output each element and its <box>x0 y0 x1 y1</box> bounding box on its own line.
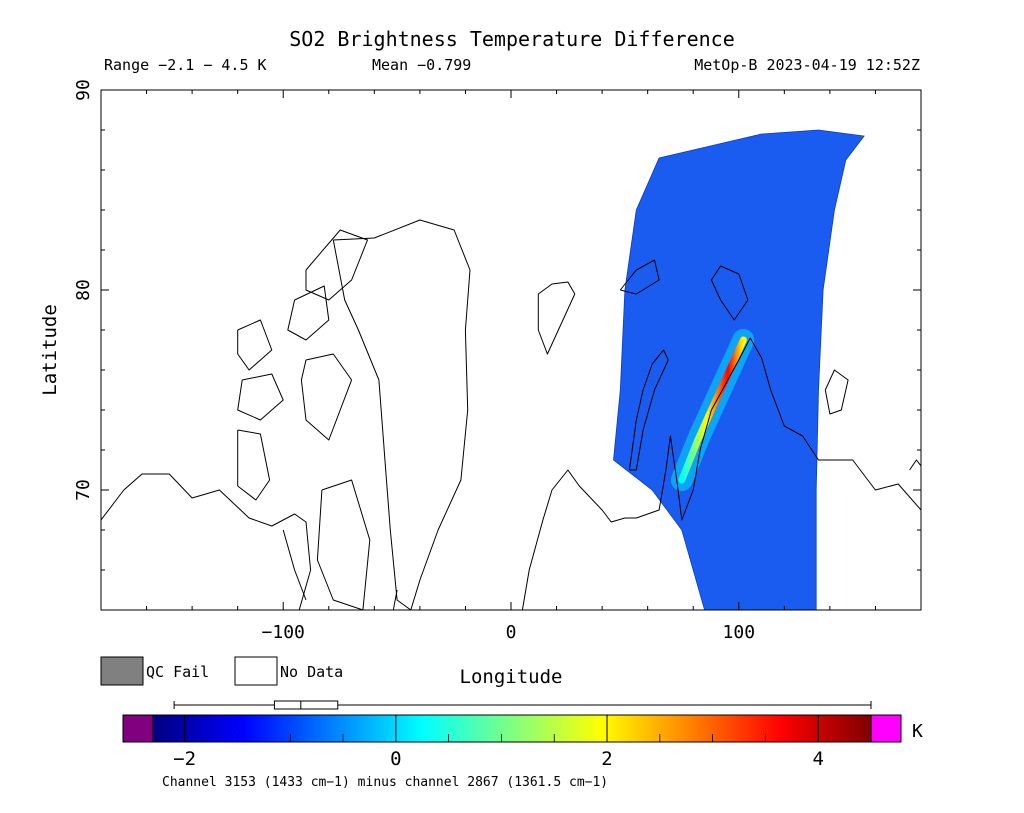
coastline <box>392 589 398 610</box>
satellite-time-label: MetOp-B 2023-04-19 12:52Z <box>694 56 920 74</box>
colorbar-over-swatch <box>870 714 902 743</box>
colorbar-unit: K <box>912 721 923 742</box>
coastline <box>710 265 749 321</box>
boxplot-box <box>273 700 339 710</box>
coastline <box>909 459 921 471</box>
coastline <box>316 479 371 610</box>
y-tick-label: 80 <box>73 279 94 301</box>
mean-label: Mean −0.799 <box>372 56 472 74</box>
chart-title: SO2 Brightness Temperature Difference <box>289 27 735 51</box>
coastline <box>282 529 307 601</box>
coastline <box>332 219 471 610</box>
y-tick-label: 90 <box>73 79 94 101</box>
x-axis-title: Longitude <box>460 666 563 688</box>
colorbar-tick-label: 4 <box>812 748 823 770</box>
no-data-label: No Data <box>280 663 343 681</box>
coastline <box>237 373 284 421</box>
coastline <box>237 429 271 501</box>
x-tick-label: 100 <box>723 622 756 643</box>
colorbar-under-swatch <box>122 714 154 743</box>
colorbar-tick-label: 2 <box>601 748 612 770</box>
colorbar-ramp <box>152 714 872 743</box>
coastline <box>824 369 849 415</box>
x-tick-label: −100 <box>262 622 305 643</box>
plot-area <box>101 129 921 610</box>
qc-fail-label: QC Fail <box>146 663 209 681</box>
x-tick-label: 0 <box>506 622 517 643</box>
y-axis-title: Latitude <box>39 304 61 396</box>
axes: −100 0 100 70 80 90 <box>73 79 921 643</box>
no-data-swatch <box>234 656 278 686</box>
swath-outline <box>613 129 865 610</box>
colorbar-ticks: −2 0 2 4 <box>173 715 824 770</box>
coastline <box>619 259 660 295</box>
coastline <box>628 349 669 471</box>
qc-fail-swatch <box>100 656 144 686</box>
colorbar-tick-label: −2 <box>173 748 196 770</box>
coastline <box>237 319 273 371</box>
coastline <box>521 337 921 610</box>
coastline <box>287 285 330 341</box>
y-tick-label: 70 <box>73 479 94 501</box>
distribution-boxplot <box>173 700 872 710</box>
range-label: Range −2.1 − 4.5 K <box>104 56 267 74</box>
coastline <box>300 353 353 441</box>
footnote: Channel 3153 (1433 cm−1) minus channel 2… <box>162 775 608 790</box>
colorbar-tick-label: 0 <box>390 748 401 770</box>
coastline <box>537 281 576 355</box>
coastline <box>305 229 368 301</box>
coastline <box>101 473 312 610</box>
